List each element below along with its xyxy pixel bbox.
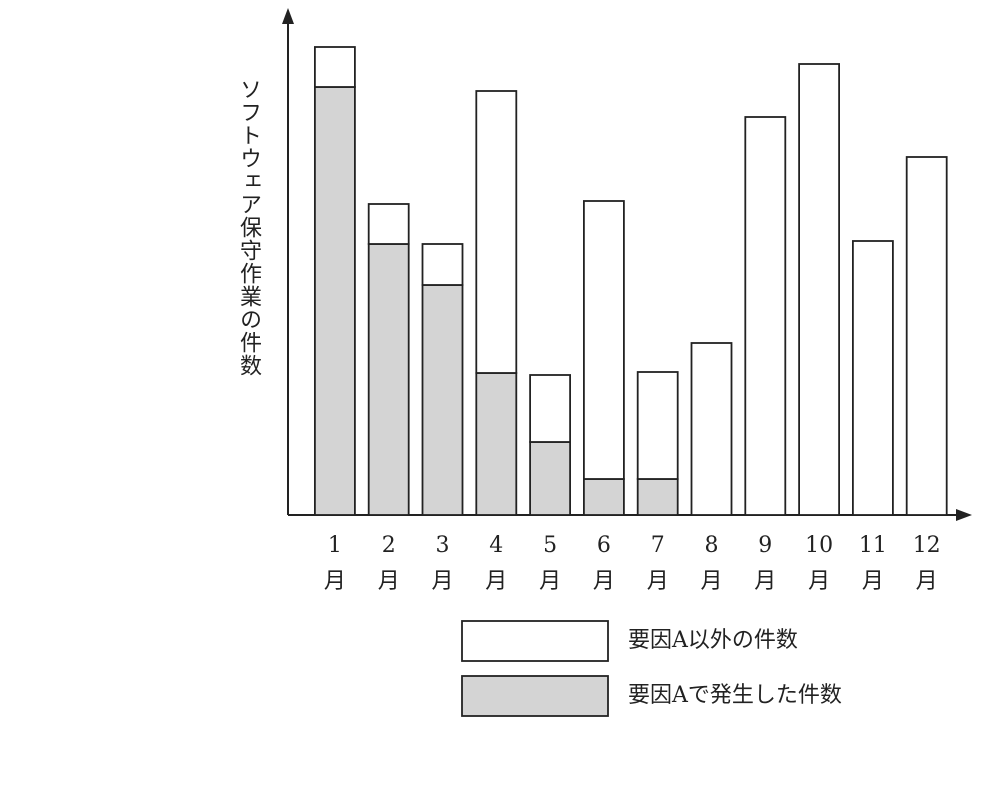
legend-swatch [461,675,609,717]
bar-segment [798,63,840,516]
bar-segment [421,284,464,516]
bar-segment [475,372,518,516]
x-tick-label: 7月 [646,533,669,594]
x-tick-label: 4月 [485,533,508,594]
bar-segment [529,441,571,516]
x-tick-label: 11月 [858,533,887,594]
x-tick-label: 12月 [912,533,941,594]
bar-segment [583,200,625,480]
bar-segment [905,156,948,516]
x-axis-arrow [956,509,972,521]
legend-label: 要因Aで発生した件数 [628,683,842,708]
x-tick-label: 2月 [377,533,400,594]
x-tick-label: 3月 [431,533,454,594]
bar-segment [313,86,356,516]
x-tick-label: 8月 [700,533,723,594]
x-tick-label: 5月 [539,533,562,594]
bar-segment [367,243,410,516]
legend-label: 要因A以外の件数 [628,628,798,653]
bar-segment [852,240,894,516]
bar-segment [583,478,625,516]
bar-segment [313,46,356,88]
x-tick-label: 9月 [754,533,777,594]
legend-swatch [461,620,609,662]
y-axis-arrow [282,8,294,24]
bar-segment [367,203,410,245]
bar-segment [475,90,518,374]
x-tick-label: 1月 [323,533,346,594]
x-tick-label: 6月 [592,533,615,594]
bar-segment [529,374,571,443]
bar-segment [636,478,679,516]
bar-segment [421,243,464,286]
x-tick-label: 10月 [805,533,834,594]
bar-segment [690,342,733,516]
bar-segment [636,371,679,480]
y-axis-label: ソフトウェア保守作業の件数 [236,78,261,377]
bar-segment [744,116,787,516]
